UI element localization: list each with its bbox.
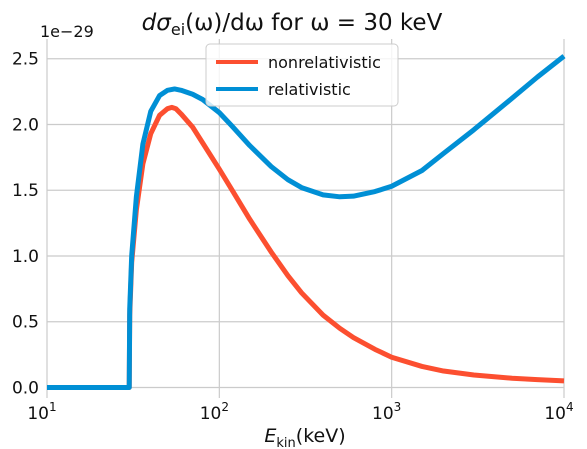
x-tick-label-2: 103 [372, 400, 401, 424]
legend-label-relativistic: relativistic [268, 80, 351, 99]
x-tick-label-3: 104 [544, 400, 573, 424]
legend-label-nonrelativistic: nonrelativistic [268, 53, 381, 72]
x-tick-label-1: 102 [200, 400, 229, 424]
y-tick-label-2: 1.0 [12, 247, 39, 267]
y-offset-label: 1e−29 [40, 22, 94, 41]
series-line-nonrelativistic [47, 104, 565, 390]
y-tick-label-0: 0.0 [12, 378, 39, 398]
y-tick-label-4: 2.0 [12, 115, 39, 135]
x-axis-label: Ekin(keV) [264, 425, 345, 449]
y-tick-labels: 0.0 0.5 1.0 1.5 2.0 2.5 [12, 50, 39, 399]
x-tick-label-0: 101 [27, 400, 56, 424]
y-tick-label-3: 1.5 [12, 181, 39, 201]
legend: nonrelativistic relativistic [205, 43, 399, 107]
y-tick-label-5: 2.5 [12, 50, 39, 70]
chart-title: dσei(ω)/dω for ω = 30 keV [142, 10, 443, 39]
x-tick-labels: 101 102 103 104 [27, 400, 573, 424]
series-layer [47, 54, 566, 390]
series-line-relativistic [47, 54, 566, 390]
y-tick-label-1: 0.5 [12, 313, 39, 333]
